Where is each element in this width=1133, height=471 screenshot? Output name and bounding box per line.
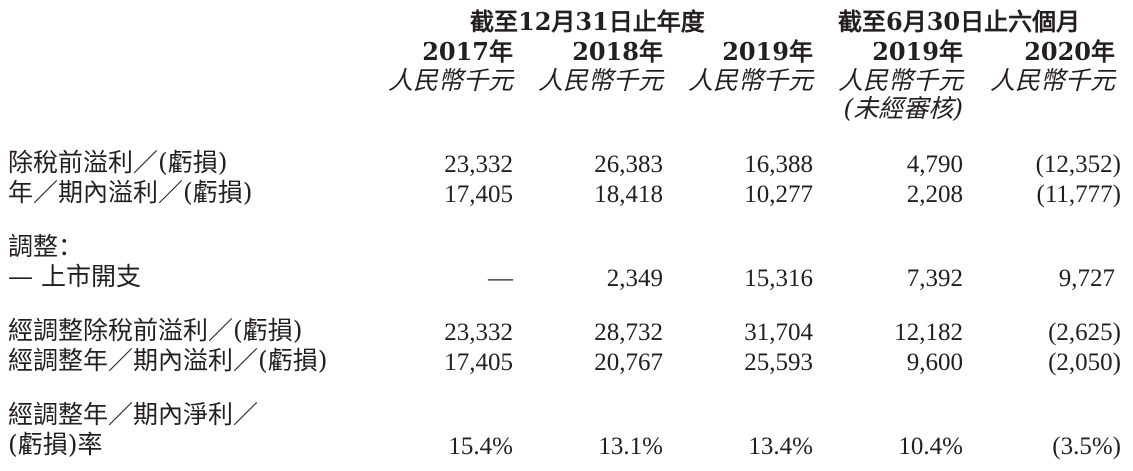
value-cell: 13.4% xyxy=(748,433,813,460)
value-cell: 2,208 xyxy=(906,181,963,208)
value-cell: 9,600 xyxy=(906,349,963,376)
value-cell: 13.1% xyxy=(598,433,663,460)
row-label-adjusted-profit-before-tax: 經調整除稅前溢利／(虧損) xyxy=(8,316,303,345)
value-cell: (12,352) xyxy=(1035,151,1121,178)
year-header-3: 2019年 xyxy=(722,37,813,66)
six-months-header: 截至6月30日止六個月 xyxy=(838,7,1081,36)
value-cell: (2,625) xyxy=(1048,319,1121,346)
row-label-adjusted-net-margin-line1: 經調整年／期內淨利／ xyxy=(8,400,259,429)
value-cell: 2,349 xyxy=(606,265,663,292)
unit-label-5: 人民幣千元 xyxy=(989,66,1115,95)
year-header-1: 2017年 xyxy=(422,37,513,66)
value-cell: 15.4% xyxy=(448,433,513,460)
row-label-adjustments: 調整： xyxy=(8,232,84,261)
row-label-profit-before-tax: 除稅前溢利／(虧損) xyxy=(8,148,228,177)
value-cell: — xyxy=(488,265,513,292)
unit-label-4: 人民幣千元 xyxy=(837,66,963,95)
value-cell: 16,388 xyxy=(744,151,813,178)
row-label-listing-expenses: — 上市開支 xyxy=(8,262,141,291)
value-cell: 28,732 xyxy=(594,319,663,346)
unit-label-1: 人民幣千元 xyxy=(387,66,513,95)
value-cell: 31,704 xyxy=(744,319,813,346)
value-cell: 9,727 xyxy=(1058,265,1115,292)
value-cell: 17,405 xyxy=(444,349,513,376)
unit-label-2: 人民幣千元 xyxy=(537,66,663,95)
value-cell: (11,777) xyxy=(1036,181,1121,208)
unaudited-note: (未經審核) xyxy=(843,94,963,123)
value-cell: (2,050) xyxy=(1048,349,1121,376)
value-cell: 12,182 xyxy=(894,319,963,346)
value-cell: 10.4% xyxy=(898,433,963,460)
value-cell: 25,593 xyxy=(744,349,813,376)
row-label-profit-for-period: 年／期內溢利／(虧損) xyxy=(8,178,253,207)
value-cell: 15,316 xyxy=(744,265,813,292)
year-header-2: 2018年 xyxy=(572,37,663,66)
value-cell: 18,418 xyxy=(594,181,663,208)
value-cell: 17,405 xyxy=(444,181,513,208)
unit-label-3: 人民幣千元 xyxy=(687,66,813,95)
fiscal-year-header: 截至12月31日止年度 xyxy=(470,7,705,36)
value-cell: 4,790 xyxy=(906,151,963,178)
value-cell: (3.5%) xyxy=(1052,433,1121,460)
row-label-adjusted-profit-for-period: 經調整年／期內溢利／(虧損) xyxy=(8,346,328,375)
year-header-5: 2020年 xyxy=(1024,37,1115,66)
value-cell: 10,277 xyxy=(744,181,813,208)
year-header-4: 2019年 xyxy=(872,37,963,66)
value-cell: 23,332 xyxy=(444,319,513,346)
value-cell: 20,767 xyxy=(594,349,663,376)
row-label-adjusted-net-margin-line2: (虧損)率 xyxy=(8,430,103,459)
value-cell: 26,383 xyxy=(594,151,663,178)
value-cell: 7,392 xyxy=(906,265,963,292)
value-cell: 23,332 xyxy=(444,151,513,178)
